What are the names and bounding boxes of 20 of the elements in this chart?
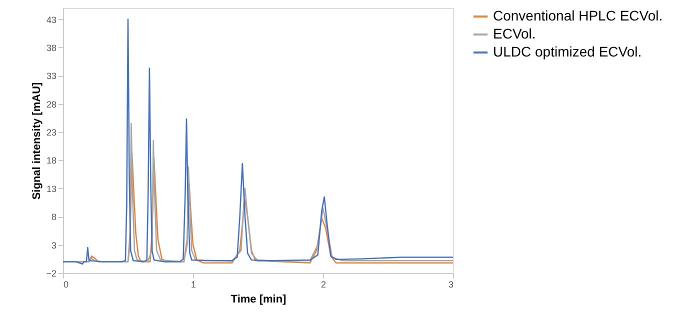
y-tick-label: 13 bbox=[46, 184, 56, 194]
x-tick-label: 1 bbox=[190, 280, 196, 290]
y-tick-label: 38 bbox=[46, 42, 56, 53]
y-tick-label: 18 bbox=[46, 156, 56, 166]
legend-label: ULDC optimized ECVol. bbox=[493, 44, 642, 60]
y-tick-label: 3 bbox=[51, 240, 56, 250]
x-tick-label: 3 bbox=[448, 280, 454, 290]
y-tick-label: 28 bbox=[46, 99, 56, 110]
line-series bbox=[62, 18, 454, 265]
y-tick-label: 33 bbox=[46, 71, 56, 82]
legend-label: ECVol. bbox=[493, 26, 536, 42]
x-axis-title: Time [min] bbox=[230, 294, 287, 306]
y-axis-title: Signal intensity [mAU] bbox=[31, 82, 44, 200]
y-tick-label: 43 bbox=[46, 14, 56, 25]
x-tick-label: 0 bbox=[64, 280, 69, 290]
y-tick-label: 8 bbox=[51, 212, 56, 222]
legend-label: Conventional HPLC ECVol. bbox=[493, 8, 663, 24]
x-tick-label: 2 bbox=[320, 280, 326, 290]
y-tick-label: −2 bbox=[46, 268, 56, 278]
y-tick-label: 23 bbox=[46, 128, 56, 138]
